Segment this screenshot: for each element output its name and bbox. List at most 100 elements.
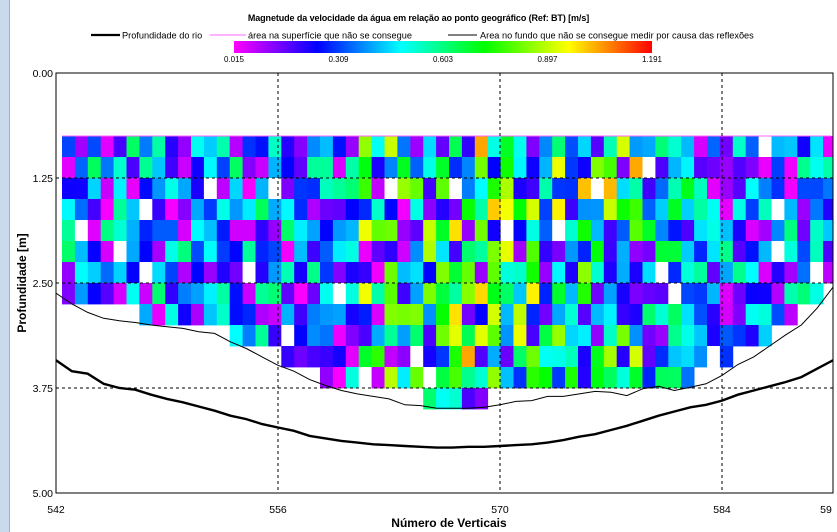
velocity-cell bbox=[487, 304, 501, 326]
velocity-cell bbox=[178, 262, 192, 284]
velocity-cell bbox=[513, 346, 527, 368]
velocity-cell bbox=[216, 262, 231, 284]
velocity-cell bbox=[74, 220, 89, 242]
velocity-cell bbox=[578, 178, 592, 200]
velocity-cell bbox=[410, 220, 424, 242]
velocity-cell bbox=[784, 262, 798, 284]
velocity-cell bbox=[668, 241, 682, 263]
velocity-cell bbox=[603, 199, 618, 221]
velocity-cell bbox=[216, 241, 231, 263]
velocity-cell bbox=[281, 241, 295, 263]
velocity-cell bbox=[745, 304, 759, 326]
velocity-cell bbox=[526, 367, 540, 389]
velocity-cell bbox=[578, 199, 592, 221]
velocity-cell bbox=[126, 241, 140, 263]
velocity-cell bbox=[165, 283, 179, 305]
velocity-cell bbox=[62, 178, 76, 200]
velocity-cell bbox=[268, 325, 282, 347]
velocity-cell bbox=[461, 136, 476, 158]
velocity-cell bbox=[681, 220, 695, 242]
velocity-cell bbox=[100, 157, 114, 179]
velocity-cell bbox=[578, 283, 592, 305]
velocity-cell bbox=[62, 220, 76, 242]
velocity-cell bbox=[629, 367, 643, 389]
velocity-cell bbox=[294, 220, 308, 242]
velocity-cell bbox=[539, 325, 553, 347]
velocity-cell bbox=[642, 346, 656, 368]
velocity-cell bbox=[668, 325, 682, 347]
velocity-cell bbox=[87, 220, 102, 242]
velocity-cell bbox=[100, 136, 114, 158]
velocity-cell bbox=[771, 304, 785, 326]
window-frame-left bbox=[0, 0, 9, 532]
velocity-cell bbox=[178, 304, 192, 326]
velocity-cell bbox=[771, 157, 785, 179]
velocity-cell bbox=[449, 325, 463, 347]
velocity-cell bbox=[681, 199, 695, 221]
velocity-cell bbox=[178, 199, 192, 221]
velocity-cell bbox=[384, 346, 398, 368]
velocity-cell bbox=[655, 325, 669, 347]
velocity-cell bbox=[719, 346, 734, 368]
velocity-cell bbox=[139, 262, 153, 284]
velocity-cell bbox=[719, 304, 734, 326]
velocity-cell bbox=[487, 241, 501, 263]
velocity-cell bbox=[449, 220, 463, 242]
velocity-cell bbox=[371, 346, 385, 368]
x-tick-label: 59 bbox=[820, 504, 832, 516]
velocity-cell bbox=[474, 199, 489, 221]
velocity-cell bbox=[707, 346, 721, 368]
velocity-cell bbox=[126, 199, 140, 221]
velocity-cell bbox=[500, 325, 514, 347]
velocity-cell bbox=[719, 199, 734, 221]
velocity-cell bbox=[771, 178, 785, 200]
velocity-cell bbox=[113, 220, 127, 242]
velocity-cell bbox=[681, 283, 695, 305]
velocity-cell bbox=[823, 157, 833, 179]
velocity-cell bbox=[358, 262, 372, 284]
velocity-cell bbox=[281, 262, 295, 284]
velocity-cell bbox=[358, 136, 372, 158]
velocity-cell bbox=[384, 304, 398, 326]
velocity-cell bbox=[332, 136, 347, 158]
velocity-cell bbox=[513, 283, 527, 305]
velocity-cell bbox=[719, 241, 734, 263]
velocity-cell bbox=[332, 178, 347, 200]
velocity-cell bbox=[771, 136, 785, 158]
velocity-cell bbox=[719, 136, 734, 158]
velocity-cell bbox=[745, 157, 759, 179]
velocity-cell bbox=[410, 262, 424, 284]
velocity-cell bbox=[191, 199, 205, 221]
velocity-cell bbox=[565, 136, 579, 158]
velocity-cell bbox=[191, 262, 205, 284]
velocity-cell bbox=[487, 346, 501, 368]
velocity-cell bbox=[152, 283, 166, 305]
velocity-cell bbox=[642, 241, 656, 263]
velocity-cell bbox=[500, 178, 514, 200]
velocity-cell bbox=[539, 241, 553, 263]
velocity-cell bbox=[332, 157, 347, 179]
velocity-cell bbox=[62, 262, 76, 284]
velocity-cell bbox=[565, 178, 579, 200]
velocity-cell bbox=[732, 283, 747, 305]
velocity-cell bbox=[474, 157, 489, 179]
velocity-cell bbox=[320, 283, 334, 305]
velocity-cell bbox=[513, 241, 527, 263]
velocity-cell bbox=[603, 304, 618, 326]
velocity-cell bbox=[578, 157, 592, 179]
velocity-cell bbox=[255, 262, 269, 284]
velocity-cell bbox=[229, 304, 243, 326]
velocity-cell bbox=[345, 367, 360, 389]
velocity-cell bbox=[178, 136, 192, 158]
velocity-cell bbox=[152, 136, 166, 158]
velocity-cell bbox=[255, 220, 269, 242]
velocity-cell bbox=[397, 325, 411, 347]
velocity-cell bbox=[113, 241, 127, 263]
velocity-cell bbox=[539, 220, 553, 242]
velocity-cell bbox=[590, 346, 605, 368]
velocity-cell bbox=[436, 304, 450, 326]
velocity-cell bbox=[810, 136, 824, 158]
velocity-cell bbox=[410, 283, 424, 305]
velocity-cell bbox=[294, 199, 308, 221]
velocity-cell bbox=[62, 157, 76, 179]
